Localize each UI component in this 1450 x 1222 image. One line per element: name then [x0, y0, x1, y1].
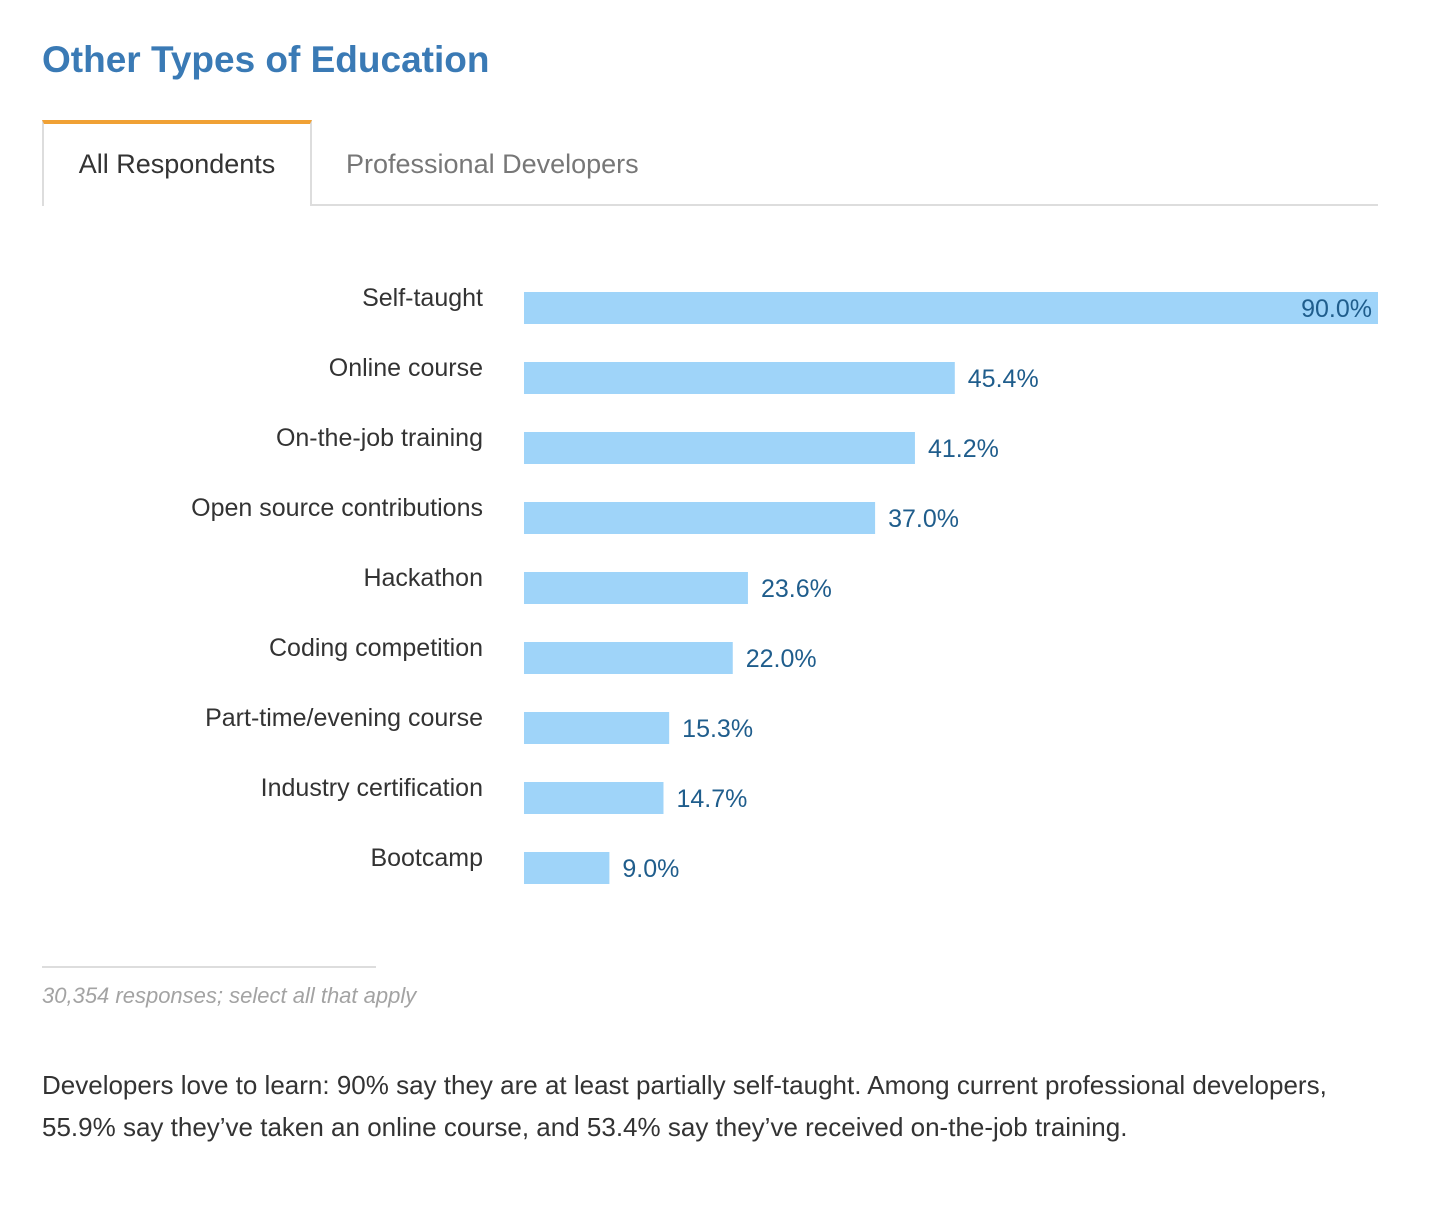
- bar[interactable]: [524, 852, 610, 884]
- bar[interactable]: [524, 712, 670, 744]
- category-label: Self-taught: [362, 284, 483, 312]
- value-label: 45.4%: [968, 365, 1039, 393]
- bar[interactable]: [524, 782, 664, 814]
- value-label: 37.0%: [888, 505, 959, 533]
- page-title: Other Types of Education: [42, 39, 490, 80]
- bar[interactable]: [524, 642, 733, 674]
- category-label: Bootcamp: [370, 844, 483, 872]
- value-label: 22.0%: [746, 645, 817, 673]
- value-label: 41.2%: [928, 435, 999, 463]
- response-count-footnote: 30,354 responses; select all that apply: [42, 983, 417, 1008]
- category-label: Hackathon: [363, 564, 483, 592]
- bar[interactable]: [524, 362, 955, 394]
- category-label: Industry certification: [261, 774, 483, 802]
- value-label: 15.3%: [682, 715, 753, 743]
- value-label: 14.7%: [676, 785, 747, 813]
- bar-chart: Self-taught 90.0% Online course 45.4% On-the…: [191, 284, 1378, 884]
- bar[interactable]: [524, 292, 1378, 324]
- bar[interactable]: [524, 432, 915, 464]
- value-label: 9.0%: [622, 855, 679, 883]
- category-label: Open source contributions: [191, 494, 483, 522]
- category-label: Online course: [329, 354, 483, 382]
- value-label: 23.6%: [761, 575, 832, 603]
- tab-professional-developers[interactable]: Professional Developers: [346, 149, 639, 179]
- category-label: Part-time/evening course: [205, 704, 483, 732]
- tab-bar: All Respondents Professional Developers: [42, 120, 1378, 206]
- tab-all-respondents[interactable]: All Respondents: [42, 120, 312, 206]
- footnote-divider: [42, 966, 376, 968]
- bar[interactable]: [524, 502, 876, 534]
- summary-paragraph: Developers love to learn: 90% say they a…: [42, 1070, 1327, 1142]
- value-label: 90.0%: [1301, 295, 1372, 323]
- category-label: On-the-job training: [276, 424, 483, 452]
- bar[interactable]: [524, 572, 748, 604]
- tab-bar-divider: [311, 204, 1378, 206]
- category-label: Coding competition: [269, 634, 483, 662]
